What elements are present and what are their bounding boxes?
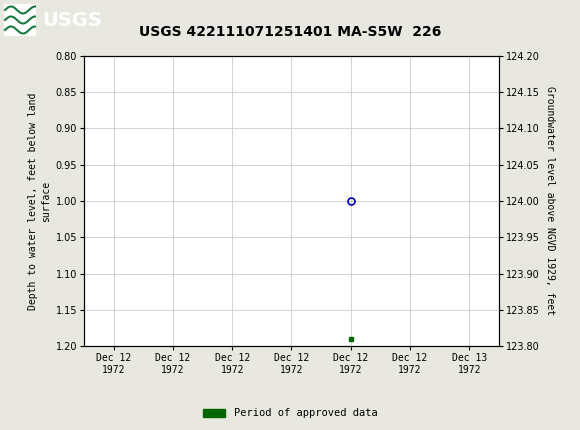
Text: USGS 422111071251401 MA-S5W  226: USGS 422111071251401 MA-S5W 226 [139,25,441,39]
Bar [4,4,36,36]
Y-axis label: Groundwater level above NGVD 1929, feet: Groundwater level above NGVD 1929, feet [545,86,555,316]
Legend: Period of approved data: Period of approved data [198,404,382,423]
Y-axis label: Depth to water level, feet below land
surface: Depth to water level, feet below land su… [28,92,52,310]
Text: USGS: USGS [42,10,102,30]
